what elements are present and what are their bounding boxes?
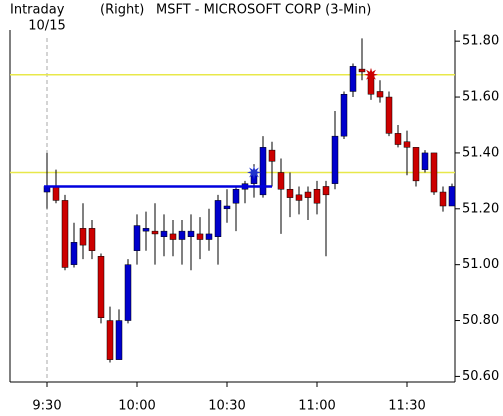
candle-body — [448, 186, 456, 207]
candle-body — [295, 194, 303, 201]
x-tick-label: 10:30 — [208, 399, 245, 414]
candle-body — [277, 172, 285, 190]
candle-body — [421, 152, 429, 170]
x-tick-label: 10:00 — [118, 399, 155, 414]
candle-body — [322, 186, 330, 196]
x-tick-label: 9:30 — [32, 399, 61, 414]
candle-body — [106, 320, 114, 360]
candle-body — [70, 242, 78, 265]
candle-body — [61, 200, 69, 268]
y-tick-label: 51.00 — [462, 257, 499, 272]
candle-body — [97, 256, 105, 318]
candle-body — [133, 225, 141, 251]
candle-body — [187, 230, 195, 237]
candle-body — [178, 230, 186, 240]
y-tick-label: 51.40 — [462, 145, 499, 160]
candle-body — [313, 188, 321, 204]
axis-side-label: (Right) — [100, 3, 144, 18]
candle-body — [79, 228, 87, 246]
mode-label: Intraday — [10, 3, 65, 18]
candle-body — [286, 188, 294, 198]
candle-body — [115, 320, 123, 360]
candle-body — [160, 230, 168, 237]
candle-body — [340, 94, 348, 137]
candle-body — [439, 191, 447, 207]
candle-body — [232, 188, 240, 204]
candle-body — [268, 149, 276, 162]
candle-body — [403, 141, 411, 148]
candle-body — [358, 68, 366, 73]
x-tick-label: 11:00 — [298, 399, 335, 414]
candle-body — [376, 91, 384, 98]
chart-title: MSFT - MICROSOFT CORP (3-Min) — [156, 3, 371, 18]
candle-body — [169, 233, 177, 240]
y-tick-label: 51.60 — [462, 90, 499, 105]
candle-body — [151, 230, 159, 235]
candle-body — [385, 96, 393, 134]
candle-body — [223, 205, 231, 210]
candle-body — [52, 186, 60, 201]
candle-body — [88, 228, 96, 251]
candle-body — [331, 135, 339, 184]
candle-body — [304, 191, 312, 198]
signal-marker — [247, 165, 261, 180]
candle-body — [259, 147, 267, 196]
date-label: 10/15 — [28, 19, 65, 34]
candle-body — [349, 66, 357, 92]
candle-body — [124, 264, 132, 321]
candle-body — [394, 133, 402, 145]
y-tick-label: 50.80 — [462, 313, 499, 328]
candle-body — [412, 147, 420, 182]
candle-body — [205, 233, 213, 240]
y-tick-label: 50.60 — [462, 369, 499, 384]
x-tick-label: 11:30 — [388, 399, 425, 414]
y-tick-label: 51.80 — [462, 34, 499, 49]
candle-body — [430, 152, 438, 193]
candle-body — [142, 228, 150, 232]
y-tick-label: 51.20 — [462, 201, 499, 216]
candle-body — [196, 233, 204, 240]
candle-body — [214, 200, 222, 237]
signal-marker — [364, 67, 378, 82]
